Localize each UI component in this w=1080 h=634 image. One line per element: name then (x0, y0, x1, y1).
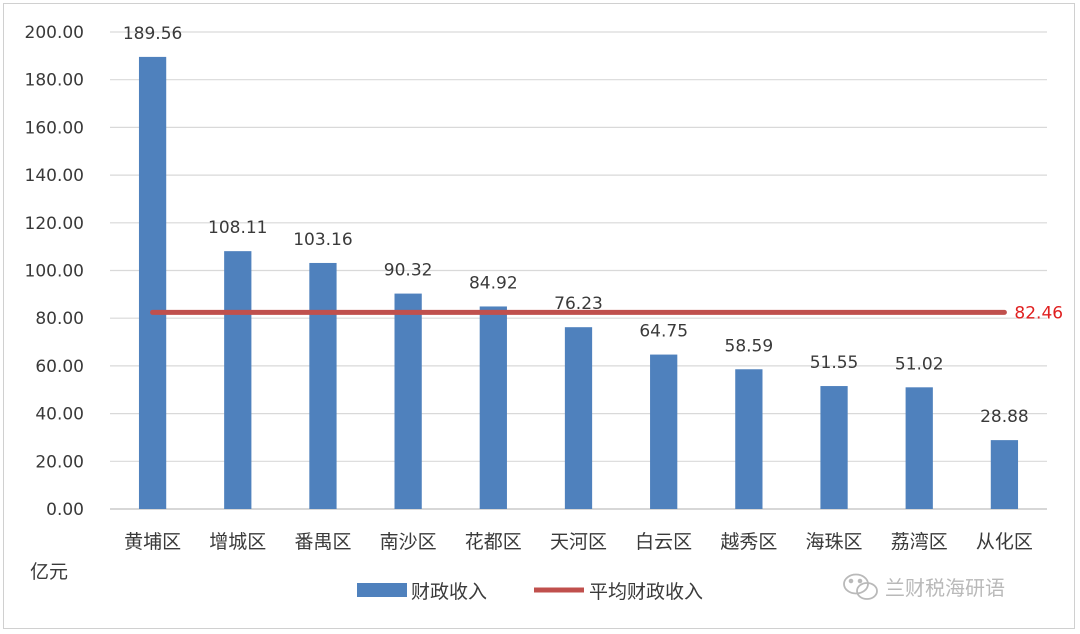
y-tick-label: 100.00 (25, 262, 84, 282)
data-label: 90.32 (384, 261, 433, 281)
data-label: 58.59 (725, 336, 774, 356)
bar (394, 293, 422, 509)
bar (990, 440, 1019, 509)
data-labels: 189.56 108.11 103.16 90.32 84.92 76.23 64.75 58… (123, 24, 1029, 427)
bar (820, 386, 848, 509)
data-label: 64.75 (639, 322, 688, 342)
bars (138, 56, 1019, 509)
legend: 财政收入 平均财政收入 (357, 581, 703, 603)
y-tick-label: 80.00 (35, 309, 84, 329)
x-category-label: 海珠区 (806, 531, 863, 553)
x-axis-categories: 黄埔区 增城区 番禺区 南沙区 花都区 天河区 白云区 越秀区 海珠区 荔湾区 从化区 (124, 531, 1033, 553)
legend-swatch-bar (357, 583, 407, 597)
watermark-text: 兰财税海研语 (885, 576, 1005, 600)
y-tick-label: 0.00 (46, 500, 84, 520)
y-axis-ticks: 0.00 20.00 40.00 60.00 80.00 100.00 120.00 140.… (25, 23, 84, 520)
y-tick-label: 140.00 (25, 166, 84, 186)
bar (309, 262, 337, 509)
data-label: 108.11 (208, 218, 267, 238)
chart-frame (3, 3, 1075, 629)
bar (479, 306, 507, 509)
x-category-label: 越秀区 (720, 531, 777, 553)
bar (138, 56, 167, 509)
gridlines (110, 31, 1047, 510)
data-label: 103.16 (293, 230, 352, 250)
legend-label-line: 平均财政收入 (589, 581, 703, 603)
average-line-label: 82.46 (1014, 303, 1063, 323)
x-category-label: 花都区 (465, 531, 522, 553)
bar (650, 354, 678, 509)
data-label: 28.88 (980, 407, 1029, 427)
data-label: 51.02 (895, 354, 944, 374)
y-tick-label: 60.00 (35, 357, 84, 377)
data-label: 51.55 (810, 353, 859, 373)
x-category-label: 黄埔区 (124, 531, 181, 553)
bar (224, 251, 252, 509)
wechat-icon (843, 573, 878, 600)
bar (905, 387, 933, 509)
x-category-label: 荔湾区 (891, 531, 948, 553)
y-tick-label: 20.00 (35, 452, 84, 472)
x-category-label: 增城区 (209, 531, 266, 553)
watermark: 兰财税海研语 (843, 573, 1005, 600)
x-category-label: 天河区 (550, 531, 607, 553)
bar (735, 369, 763, 509)
y-axis-unit: 亿元 (30, 561, 68, 583)
data-label: 84.92 (469, 273, 518, 293)
x-category-label: 白云区 (635, 531, 692, 553)
bar (564, 327, 593, 509)
y-tick-label: 180.00 (25, 71, 84, 91)
data-label: 189.56 (123, 24, 182, 44)
x-category-label: 从化区 (976, 531, 1033, 553)
average-line-group: 82.46 (150, 303, 1063, 323)
y-tick-label: 200.00 (25, 23, 84, 43)
x-category-label: 番禺区 (294, 531, 351, 553)
x-category-label: 南沙区 (380, 531, 437, 553)
y-tick-label: 40.00 (35, 405, 84, 425)
y-tick-label: 160.00 (25, 118, 84, 138)
y-tick-label: 120.00 (25, 214, 84, 234)
legend-label-bar: 财政收入 (411, 581, 487, 603)
data-label: 76.23 (554, 294, 603, 314)
